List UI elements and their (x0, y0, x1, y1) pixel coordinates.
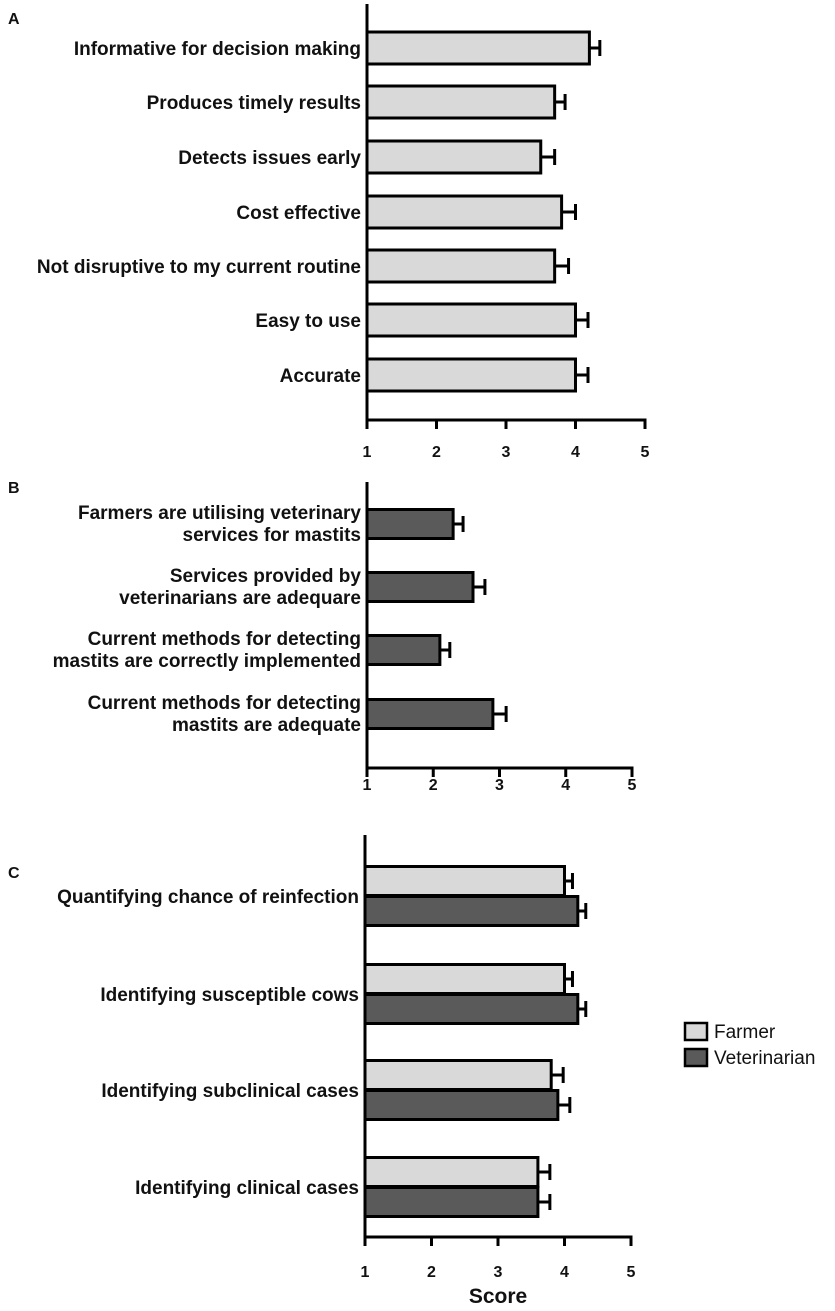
x-axis-label: Score (469, 1285, 527, 1308)
bar-veterinarian-1 (363, 993, 580, 1025)
category-label: Current methods for detecting (88, 629, 361, 650)
x-tick-label: 1 (363, 777, 372, 794)
x-tick-label: 5 (641, 444, 650, 461)
x-tick-label: 4 (561, 777, 570, 794)
category-label: Identifying clinical cases (135, 1178, 359, 1199)
panel-B: B Farmers are utilising veterinaryservice… (8, 480, 637, 794)
panel-label: C (8, 865, 20, 882)
category-label: veterinarians are adequare (119, 588, 361, 609)
bar-farmer-6 (365, 357, 577, 393)
x-tick-label: 2 (429, 777, 438, 794)
legend-label-veterinarian: Veterinarian (714, 1048, 815, 1069)
x-tick-label: 1 (361, 1264, 370, 1281)
bar-veterinarian-2 (363, 1089, 560, 1121)
bar-farmer-4 (365, 248, 557, 284)
bar-farmer-5 (365, 302, 577, 338)
category-label: Farmers are utilising veterinary (78, 503, 361, 524)
bar-farmer-0 (365, 30, 591, 66)
x-tick-label: 3 (495, 777, 504, 794)
category-label: Services provided by (170, 566, 362, 587)
panel-A: A Informative for decision making Produces… (8, 4, 650, 461)
category-label: Not disruptive to my current routine (37, 257, 361, 278)
panel-label: B (8, 480, 20, 497)
category-label: Easy to use (255, 311, 361, 332)
category-label: Quantifying chance of reinfection (57, 887, 359, 908)
panel-label: A (8, 11, 20, 28)
x-tick-label: 4 (560, 1264, 569, 1281)
legend: Farmer Veterinarian (683, 1021, 815, 1069)
bar-veterinarian-0 (365, 508, 455, 540)
category-label: Informative for decision making (74, 39, 361, 60)
x-tick-label: 3 (502, 444, 511, 461)
category-label: Cost effective (236, 203, 361, 224)
category-label: Detects issues early (178, 148, 361, 169)
x-tick-label: 4 (571, 444, 580, 461)
legend-swatch-veterinarian (683, 1047, 709, 1068)
bar-veterinarian-0 (363, 895, 580, 927)
category-label: Identifying susceptible cows (100, 985, 359, 1006)
bar-farmer-3 (365, 194, 564, 230)
x-tick-label: 2 (432, 444, 441, 461)
x-tick-label: 5 (627, 1264, 636, 1281)
bar-farmer-2 (363, 1059, 553, 1091)
legend-swatch-farmer (683, 1021, 709, 1042)
bar-farmer-2 (365, 139, 543, 175)
panel-C: C Quantifying chance of reinfection Identi… (8, 835, 815, 1308)
bar-veterinarian-2 (365, 634, 442, 666)
bar-farmer-1 (365, 84, 557, 120)
bar-farmer-3 (363, 1156, 540, 1188)
x-tick-label: 5 (628, 777, 637, 794)
x-tick-label: 1 (363, 444, 372, 461)
bar-farmer-1 (363, 963, 566, 995)
category-label: Accurate (280, 366, 361, 387)
category-label: Identifying subclinical cases (101, 1081, 359, 1102)
bar-veterinarian-3 (365, 698, 495, 730)
bar-veterinarian-3 (363, 1186, 540, 1218)
x-tick-label: 3 (494, 1264, 503, 1281)
category-label: mastits are correctly implemented (53, 651, 361, 672)
bar-farmer-0 (363, 865, 566, 897)
bar-veterinarian-1 (365, 571, 475, 603)
category-label: Current methods for detecting (88, 693, 361, 714)
category-label: mastits are adequate (172, 715, 361, 736)
x-tick-label: 2 (427, 1264, 436, 1281)
category-label: Produces timely results (147, 93, 361, 114)
category-label: services for mastits (183, 525, 362, 546)
legend-label-farmer: Farmer (714, 1022, 776, 1043)
